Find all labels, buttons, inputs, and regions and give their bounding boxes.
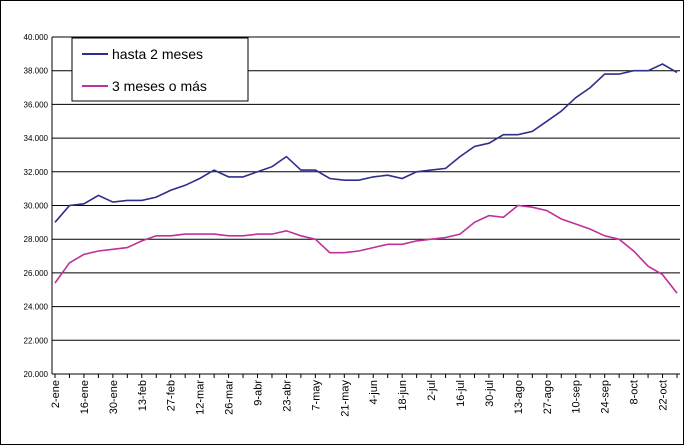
y-tick-label: 26.000 xyxy=(24,269,49,278)
x-tick-label: 4-jun xyxy=(368,380,380,404)
y-tick-label: 36.000 xyxy=(24,100,49,109)
x-tick-label: 10-sep xyxy=(571,380,583,414)
x-tick-label: 7-may xyxy=(310,380,322,411)
y-tick-label: 34.000 xyxy=(24,134,49,143)
x-tick-label: 22-oct xyxy=(658,380,670,411)
x-tick-label: 12-mar xyxy=(195,380,207,415)
series-line xyxy=(54,63,678,223)
x-tick-label: 23-abr xyxy=(281,380,293,412)
y-tick-label: 38.000 xyxy=(24,67,49,76)
x-tick-label: 21-may xyxy=(339,380,351,417)
x-tick-label: 13-feb xyxy=(137,380,149,411)
x-tick-label: 13-ago xyxy=(513,380,525,414)
x-tick-label: 27-ago xyxy=(542,380,554,414)
y-tick-label: 20.000 xyxy=(24,370,49,379)
x-tick-label: 27-feb xyxy=(166,380,178,411)
y-tick-label: 22.000 xyxy=(24,336,49,345)
x-tick-label: 18-jun xyxy=(397,380,409,411)
x-tick-label: 2-ene xyxy=(50,380,62,408)
y-tick-label: 28.000 xyxy=(24,235,49,244)
legend-label: hasta 2 meses xyxy=(112,46,203,62)
x-tick-label: 30-jul xyxy=(484,380,496,407)
y-tick-label: 32.000 xyxy=(24,168,49,177)
x-tick-label: 9-abr xyxy=(253,380,265,406)
x-tick-label: 8-oct xyxy=(629,380,641,404)
y-tick-label: 40.000 xyxy=(24,33,49,42)
y-tick-label: 30.000 xyxy=(24,202,49,211)
legend-label: 3 meses o más xyxy=(112,78,207,94)
series-line xyxy=(54,204,678,294)
y-tick-label: 24.000 xyxy=(24,303,49,312)
x-tick-label: 16-jul xyxy=(455,380,467,407)
x-tick-label: 16-ene xyxy=(79,380,91,414)
x-tick-label: 24-sep xyxy=(600,380,612,414)
x-tick-label: 26-mar xyxy=(224,380,236,415)
legend-box xyxy=(71,37,249,102)
legend: hasta 2 meses 3 meses o más xyxy=(71,37,249,102)
x-tick-label: 2-jul xyxy=(426,380,438,401)
x-tick-label: 30-ene xyxy=(108,380,120,414)
